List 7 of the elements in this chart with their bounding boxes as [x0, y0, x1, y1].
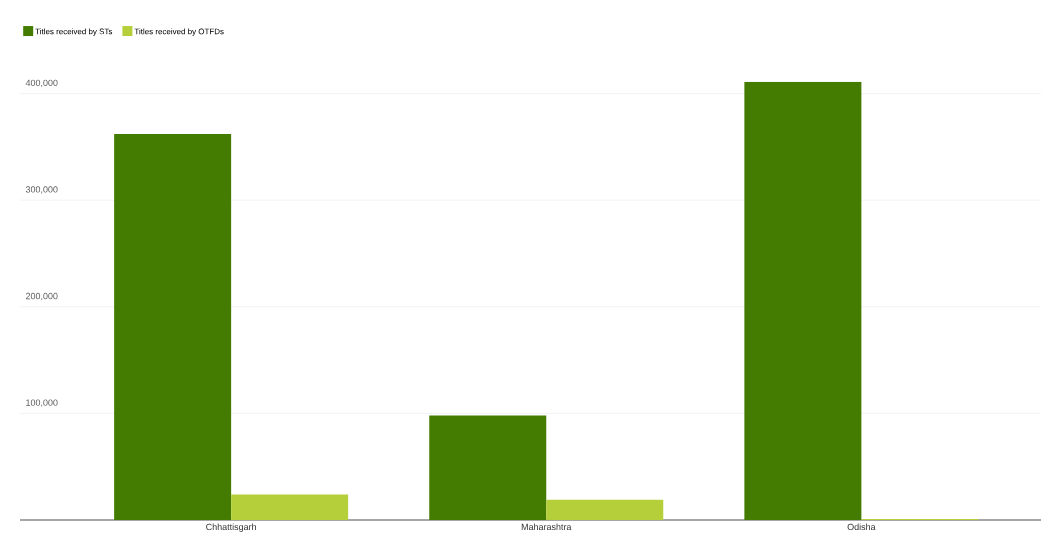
- x-tick-label: Maharashtra: [521, 523, 572, 531]
- y-tick-label: 100,000: [26, 399, 58, 407]
- x-tick-label: Odisha: [847, 523, 876, 531]
- x-tick-label: Chhattisgarh: [206, 523, 256, 532]
- y-tick-label: 300,000: [25, 186, 58, 194]
- y-tick-label: 400,000: [25, 79, 58, 88]
- y-tick-label: 200,000: [25, 292, 58, 301]
